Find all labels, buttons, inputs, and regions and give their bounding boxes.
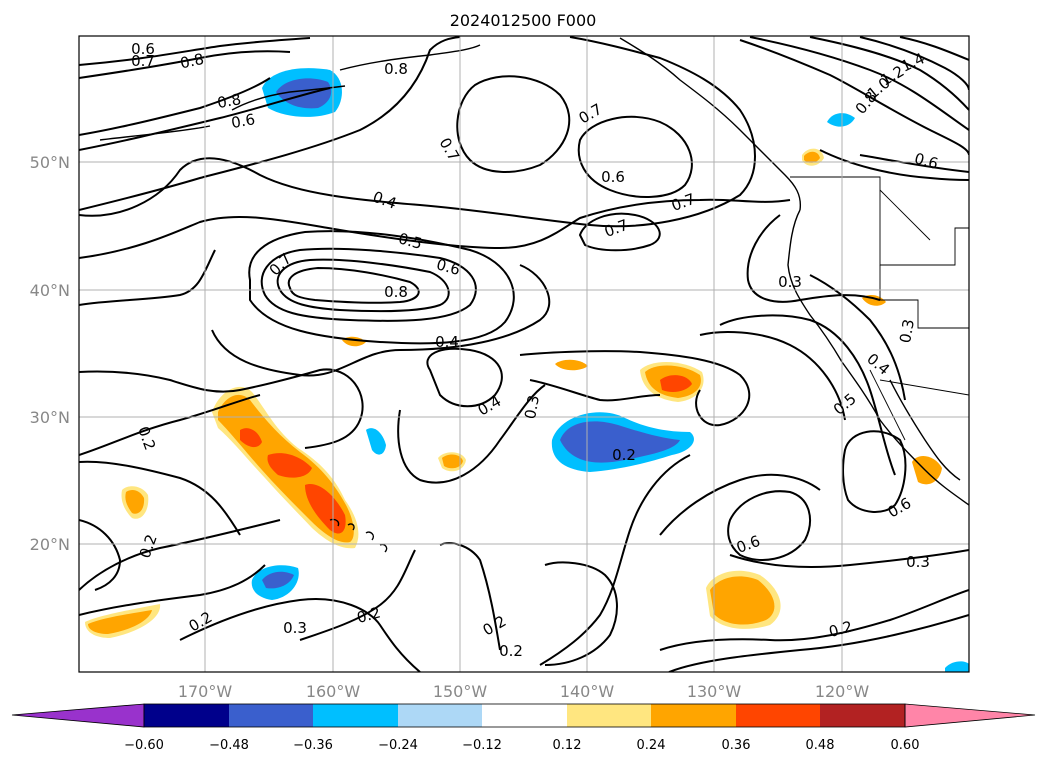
latitude-labels: 50°N 40°N 30°N 20°N — [30, 153, 70, 554]
contour-label: 0.4 — [435, 333, 459, 351]
lon-label: 160°W — [306, 682, 361, 701]
colorbar-segment — [736, 704, 820, 727]
colorbar-segment — [820, 704, 905, 727]
lon-label: 130°W — [687, 682, 742, 701]
contour-label: 0.3 — [896, 318, 918, 345]
colorbar-tick-label: 0.12 — [553, 738, 582, 753]
shaded-anomalies — [85, 68, 969, 672]
graticule — [79, 36, 969, 672]
contour-label: 0.3 — [521, 394, 543, 421]
colorbar-extend-max — [904, 703, 1036, 728]
colorbar-segment — [482, 704, 567, 727]
colorbar-tick-label: −0.24 — [378, 738, 418, 753]
contour-label: 0.3 — [283, 619, 307, 637]
contour-label: 0.6 — [131, 40, 155, 58]
colorbar-extend-min — [11, 703, 145, 728]
lat-label: 40°N — [30, 281, 70, 300]
contour-label: 0.2 — [827, 617, 855, 641]
contour-label: 0.6 — [912, 149, 940, 173]
colorbar-segment — [229, 704, 313, 727]
lon-label: 170°W — [178, 682, 233, 701]
lon-label: 150°W — [433, 682, 488, 701]
lon-label: 140°W — [560, 682, 615, 701]
map-title: 2024012500 F000 — [450, 11, 597, 30]
colorbar-segment — [398, 704, 482, 727]
contour-label: 0.5 — [396, 229, 424, 253]
contour-label: 0.8 — [384, 283, 408, 301]
coastlines — [99, 37, 969, 553]
contour-label: 0.3 — [906, 553, 930, 571]
colorbar-tick-label: −0.36 — [293, 738, 333, 753]
contour-label: 0.3 — [778, 273, 802, 291]
colorbar-tick-label: 0.60 — [891, 738, 920, 753]
contour-label: 0.6 — [230, 110, 257, 132]
colorbar-segment — [651, 704, 736, 727]
map-frame — [78, 35, 970, 673]
colorbar-segment — [313, 704, 398, 727]
contour-lines — [79, 36, 969, 672]
contour-labels: 0.6 0.7 0.8 0.8 0.8 0.6 0.7 0.7 0.6 0.7 … — [131, 40, 940, 660]
longitude-labels: 170°W 160°W 150°W 140°W 130°W 120°W — [178, 682, 870, 701]
contour-label: 0.6 — [434, 255, 462, 279]
lat-label: 20°N — [30, 535, 70, 554]
contour-label: 0.7 — [131, 52, 155, 70]
colorbar: −0.60 −0.48 −0.36 −0.24 −0.12 0.12 0.24 … — [11, 703, 1036, 753]
lat-label: 50°N — [30, 153, 70, 172]
lat-label: 30°N — [30, 408, 70, 427]
colorbar-segment — [567, 704, 651, 727]
contour-label: 0.2 — [355, 603, 383, 627]
contour-label: 0.2 — [612, 446, 636, 464]
colorbar-segment — [144, 704, 229, 727]
contour-label: 0.8 — [178, 50, 205, 73]
colorbar-tick-label: −0.48 — [209, 738, 249, 753]
map-panel: 0.6 0.7 0.8 0.8 0.8 0.6 0.7 0.7 0.6 0.7 … — [78, 35, 970, 673]
contour-label: 0.8 — [216, 90, 243, 112]
colorbar-tick-label: 0.48 — [806, 738, 835, 753]
colorbar-tick-label: 0.36 — [722, 738, 751, 753]
contour-label: 0.8 — [384, 60, 408, 78]
colorbar-tick-label: −0.12 — [462, 738, 502, 753]
contour-label: 0.2 — [499, 642, 523, 660]
lon-label: 120°W — [815, 682, 870, 701]
colorbar-tick-label: 0.24 — [637, 738, 666, 753]
colorbar-tick-label: −0.60 — [124, 738, 164, 753]
contour-label: 0.6 — [601, 168, 625, 186]
